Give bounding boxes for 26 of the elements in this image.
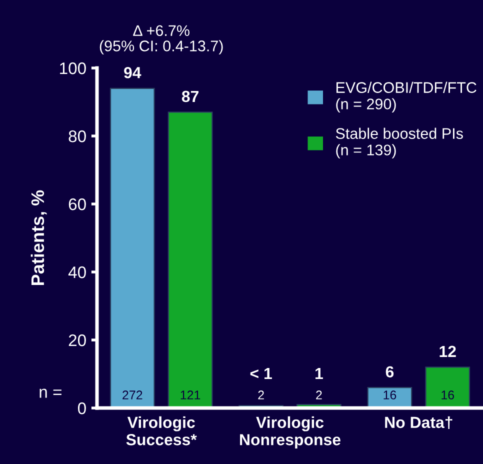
y-tick-label: 20 [68,334,86,346]
annotation: 2 [316,390,322,400]
text: Δ +6.7% (95% CI: 0.4-13.7) [100,25,223,54]
annotation: 16 [442,390,454,400]
x-tick-label: Virologic Nonresponse [240,416,340,448]
x-tick-label: No Data† [385,416,452,429]
y-tick-label: 80 [68,130,86,142]
data-label: 94 [124,66,142,78]
y-tick-label: 60 [68,198,86,210]
data-label: 1 [316,368,323,380]
legend-label: Stable boosted PIs (n = 139) [336,128,463,158]
annotation: 2 [258,390,264,400]
y-tick-label: 40 [68,266,86,278]
x-tick-label: Virologic Success* [126,416,197,446]
annotation: 121 [180,390,200,400]
annotation: 16 [384,390,396,400]
y-axis-title: Patients, % [30,190,47,285]
annotation: 272 [122,390,142,400]
y-tick-label: 100 [60,62,86,74]
data-label: 6 [386,366,394,378]
data-label: 12 [440,346,456,357]
y-tick-label: 0 [78,402,86,414]
legend-label: EVG/COBI/TDF/FTC (n = 290) [336,82,476,112]
data-label: < 1 [250,368,272,380]
text: n = [40,388,62,398]
data-label: 87 [182,90,198,102]
